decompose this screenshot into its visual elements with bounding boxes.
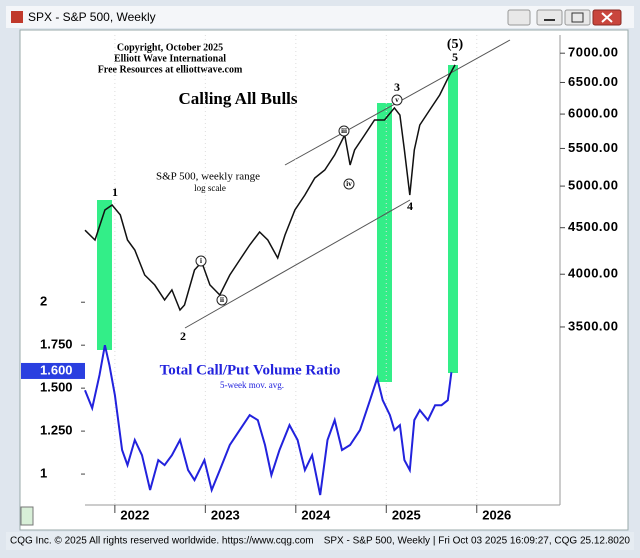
window-title: SPX - S&P 500, Weekly <box>28 10 156 24</box>
subwave-circle <box>195 255 207 267</box>
wave-label: 5 <box>452 50 458 64</box>
highlight-band <box>97 200 112 350</box>
series-label: Total Call/Put Volume Ratio <box>160 362 341 378</box>
footer-left: CQG Inc. © 2025 All rights reserved worl… <box>10 536 314 547</box>
y-tick-label: 6500.00 <box>568 74 619 89</box>
maximize-button[interactable] <box>564 9 591 26</box>
subwave-circle <box>391 94 403 106</box>
y-tick-label: 6000.00 <box>568 106 619 121</box>
credit: Elliott Wave International <box>114 53 226 64</box>
y-tick-label: 3500.00 <box>568 318 619 333</box>
subwave-circle <box>343 178 355 190</box>
subwave-label: v <box>395 96 399 104</box>
chart-title: Calling All Bulls <box>178 89 297 108</box>
y2-tick-label: 1.250 <box>40 423 73 438</box>
y2-tick-label: 1.500 <box>40 380 73 395</box>
wave-label: 2 <box>180 329 186 343</box>
corner-box <box>20 506 34 526</box>
y2-tick-label: 1.750 <box>40 337 73 352</box>
scale-label: log scale <box>194 183 226 193</box>
x-tick-label: 2026 <box>482 507 511 522</box>
current-value-label: 1.600 <box>40 362 73 377</box>
y-tick-label: 5000.00 <box>568 178 619 193</box>
y-tick-label: 4500.00 <box>568 219 619 234</box>
title-bar <box>6 6 634 28</box>
close-icon <box>601 12 613 23</box>
subwave-circle <box>338 125 350 137</box>
footer-right: SPX - S&P 500, Weekly | Fri Oct 03 2025 … <box>324 536 631 547</box>
x-tick-label: 2022 <box>120 507 149 522</box>
wave-label: 4 <box>407 199 413 213</box>
x-tick-label: 2023 <box>211 507 240 522</box>
credit: Free Resources at elliottwave.com <box>98 64 243 75</box>
series-note: 5-week mov. avg. <box>220 380 284 390</box>
y-tick-label: 5500.00 <box>568 140 619 155</box>
highlight-band <box>448 65 458 373</box>
subwave-circle <box>216 294 228 306</box>
y-tick-label: 7000.00 <box>568 45 619 60</box>
app-icon <box>11 11 23 23</box>
y2-tick-label: 1 <box>40 466 47 481</box>
series-line <box>84 344 453 496</box>
minimize-button[interactable] <box>536 9 563 26</box>
series-line <box>84 64 456 312</box>
x-tick-label: 2025 <box>392 507 421 522</box>
y-tick-label: 4000.00 <box>568 266 619 281</box>
subwave-label: iii <box>341 127 347 135</box>
status-bar <box>6 532 634 550</box>
subwave-label: i <box>200 257 202 265</box>
wave-label: 1 <box>112 185 118 199</box>
channel-line <box>184 199 411 329</box>
wave-label: 3 <box>394 80 400 94</box>
current-value-box <box>21 362 85 379</box>
link-button[interactable] <box>507 9 531 26</box>
subwave-label: iv <box>346 180 352 188</box>
y2-tick-label: 2 <box>40 294 47 309</box>
wave-label: (5) <box>447 37 464 52</box>
highlight-band <box>377 103 392 382</box>
x-tick-label: 2024 <box>301 507 331 522</box>
maximize-icon <box>571 12 584 23</box>
credit: Copyright, October 2025 <box>117 42 223 53</box>
subwave-label: ii <box>220 296 224 304</box>
series-label: S&P 500, weekly range <box>156 171 260 183</box>
